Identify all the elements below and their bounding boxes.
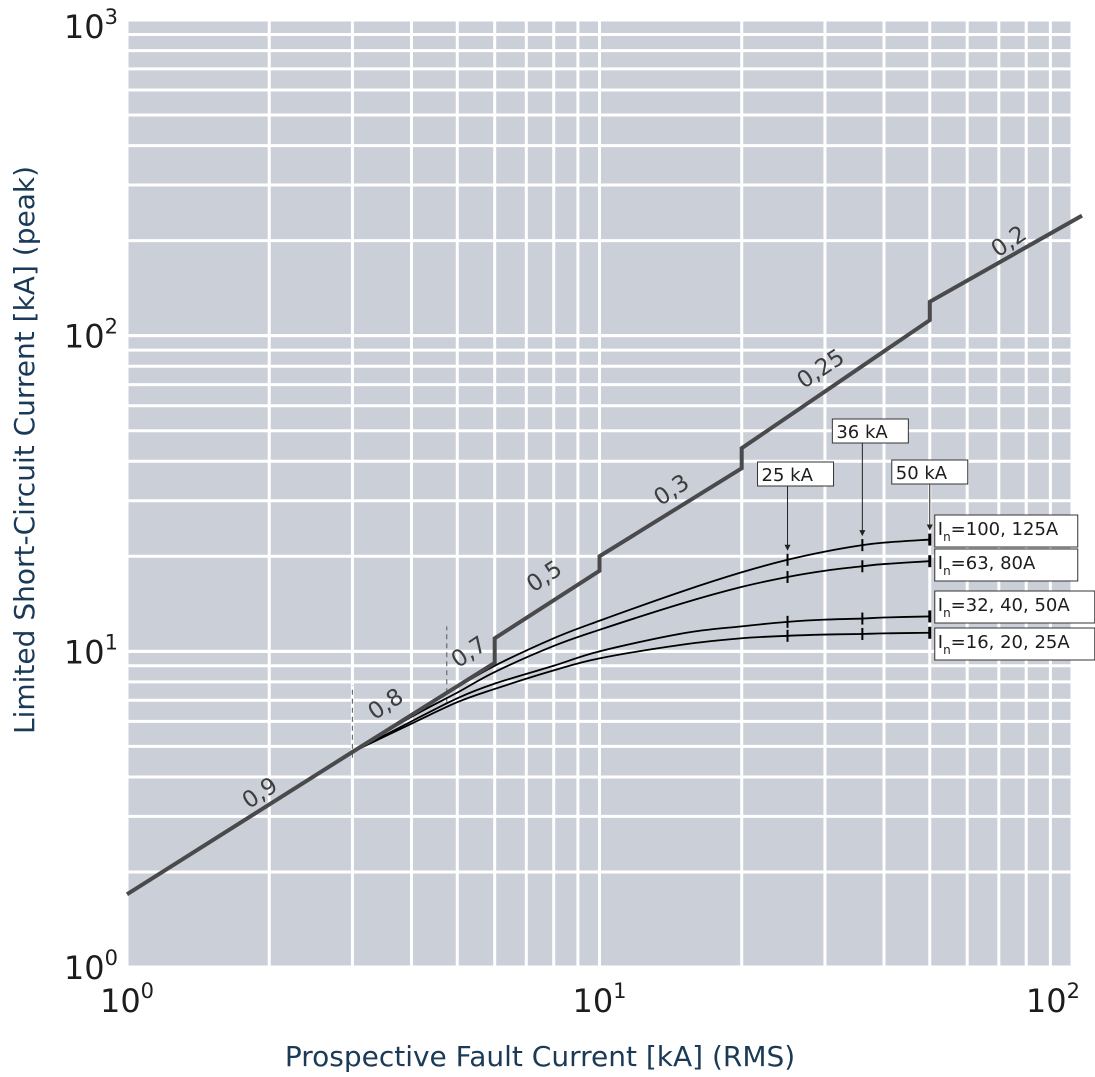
series-label-box <box>934 627 1095 661</box>
x-axis-title: Prospective Fault Current [kA] (RMS) <box>285 1040 795 1073</box>
series-label: In=63, 80A <box>938 553 1036 578</box>
series-labels: In=100, 125A In=63, 80A In=32, 40, 50A In=1… <box>934 514 1095 661</box>
grid <box>125 18 1074 969</box>
y-tick-label: 101 <box>64 630 118 671</box>
y-axis-title: Limited Short-Circuit Current [kA] (peak… <box>8 166 41 734</box>
series-label-box <box>934 590 1095 624</box>
breaking-capacity-markers: 25 kA 36 kA 50 kA <box>757 418 969 551</box>
series-label-box <box>934 548 1079 582</box>
power-factor-line <box>125 213 1083 896</box>
capacity-label: 36 kA <box>836 422 888 443</box>
y-tick-label: 100 <box>64 946 118 987</box>
capacity-label: 50 kA <box>896 463 948 484</box>
capacity-label-box <box>891 459 969 485</box>
series-label-box <box>934 514 1079 548</box>
x-tick-label: 102 <box>1026 979 1080 1020</box>
y-tick-labels: 100 101 102 103 <box>64 5 118 987</box>
x-tick-labels: 100 101 102 <box>100 979 1080 1020</box>
series-label: In=100, 125A <box>938 519 1059 544</box>
y-tick-label: 103 <box>64 5 118 46</box>
series-label: In=16, 20, 25A <box>938 632 1071 657</box>
capacity-arrowhead <box>926 524 933 531</box>
capacity-label-box <box>757 461 835 487</box>
y-tick-label: 102 <box>64 315 118 356</box>
x-tick-label: 101 <box>572 979 626 1020</box>
capacity-label-box <box>831 418 909 444</box>
x-tick-label: 100 <box>100 979 154 1020</box>
capacity-arrowhead <box>859 530 866 537</box>
capacity-label: 25 kA <box>762 465 814 486</box>
power-factor-dividers <box>351 626 448 758</box>
power-factor-line-group <box>125 213 1083 896</box>
capacity-arrowhead <box>784 544 791 551</box>
series-label: In=32, 40, 50A <box>938 595 1071 620</box>
